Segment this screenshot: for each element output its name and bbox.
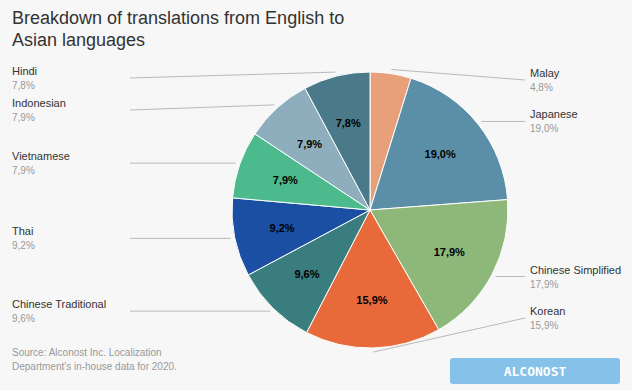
background [0,0,632,390]
logo: ALCONOST [504,364,567,379]
slice-pct: 17,9% [530,279,558,290]
slice-label: Hindi [12,65,37,77]
slice-pct: 7,9% [12,112,35,123]
leader-line [130,163,236,164]
leader-line [130,105,274,110]
inner-label: 15,9% [356,294,387,306]
labels: 19,0% 17,9% 15,9% 9,6% 9,2% 7,9% 7,9% 7,8% Malay… [12,65,621,352]
source: Source: Alconost Inc. LocalizationDepart… [12,347,177,372]
slice-label: Chinese Traditional [12,298,106,310]
title: Breakdown of translations from English t… [12,8,344,50]
slice-label: Indonesian [12,97,66,109]
slice-pct: 9,2% [12,240,35,251]
chart: Breakdown of translations from English t… [0,0,632,390]
inner-label: 17,9% [434,246,465,258]
slice-label: Chinese Simplified [530,264,621,276]
inner-label: 9,2% [270,222,295,234]
slice [232,198,370,275]
slice-label: Vietnamese [12,150,70,162]
inner-label: 7,9% [297,138,322,150]
slice-pct: 7,8% [12,80,35,91]
logo-box [450,358,620,384]
leader-line [130,311,270,312]
leader-line [391,69,525,80]
slice-pct: 7,9% [12,165,35,176]
slices [232,72,508,348]
leader-line [496,276,525,277]
slice-pct: 9,6% [12,313,35,324]
inner-label: 7,9% [273,174,298,186]
inner-label: 7,8% [336,117,361,129]
slice-pct: 4,8% [530,82,553,93]
slice-label: Japanese [530,108,578,120]
leader-line [130,72,336,78]
slice-pct: 19,0% [530,123,558,134]
leader-line [130,238,231,239]
inner-label: 19,0% [425,148,456,160]
slice-label: Thai [12,225,33,237]
inner-label: 9,6% [294,268,319,280]
slice-label: Korean [530,305,565,317]
leader-line [481,121,525,122]
leader-line [373,318,525,352]
slice-label: Malay [530,67,560,79]
slice-pct: 15,9% [530,320,558,331]
slice [370,78,508,210]
